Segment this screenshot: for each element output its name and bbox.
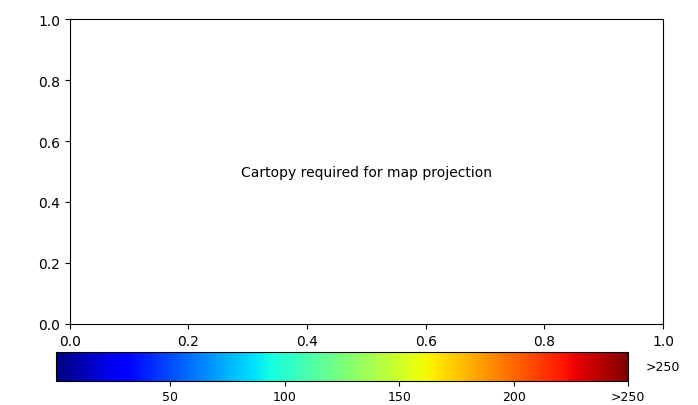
Text: Cartopy required for map projection: Cartopy required for map projection	[241, 165, 492, 179]
Text: >250: >250	[646, 360, 680, 373]
